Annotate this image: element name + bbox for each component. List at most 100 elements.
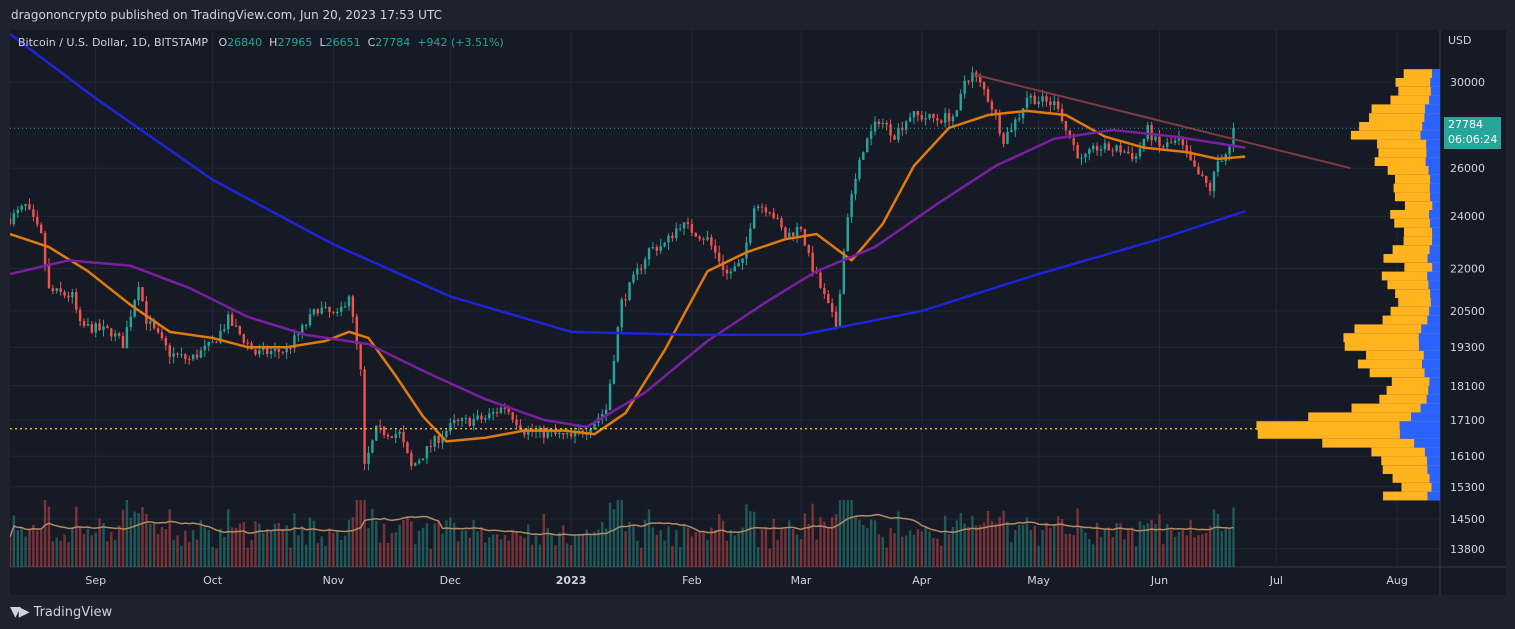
- volume-profile-level-value-area: [1421, 324, 1440, 334]
- candle-body: [624, 299, 627, 301]
- candle-body: [912, 111, 916, 118]
- candle-body: [1017, 117, 1021, 120]
- volume-bar: [1197, 534, 1200, 567]
- time-axis-tick-label: Jun: [1150, 574, 1168, 587]
- volume-profile-level-value-area: [1429, 245, 1440, 254]
- candle-body: [398, 431, 401, 434]
- volume-bar: [749, 511, 752, 567]
- candle-body: [749, 228, 752, 243]
- volume-bar: [799, 539, 803, 567]
- volume-profile-level: [1378, 148, 1440, 158]
- chart-pane[interactable]: USD 30000 26000 24000 22000 20500 19300 18100 17…: [10, 30, 1506, 595]
- volume-bar: [725, 540, 729, 567]
- candle-body: [873, 121, 877, 132]
- candle-body: [1103, 143, 1107, 150]
- volume-profile-level: [1359, 122, 1440, 131]
- candle-body: [441, 436, 444, 443]
- candle-body: [612, 360, 616, 384]
- candle-body: [1037, 101, 1040, 105]
- volume-bar: [1150, 519, 1153, 567]
- candle-body: [390, 436, 394, 438]
- candle-body: [1064, 121, 1068, 131]
- candle-body: [51, 288, 55, 292]
- candle-body: [188, 359, 191, 361]
- candle-body: [655, 247, 659, 251]
- candle-body: [1014, 119, 1017, 131]
- volume-bar: [468, 537, 471, 567]
- volume-profile-level: [1354, 324, 1440, 334]
- volume-profile-level: [1403, 69, 1440, 78]
- volume-profile-level: [1382, 465, 1440, 474]
- volume-bar: [1115, 523, 1118, 567]
- volume-bar: [242, 521, 245, 567]
- price-axis-tick-label: 26000: [1450, 162, 1485, 175]
- tradingview-logo[interactable]: ▼▶ TradingView: [10, 604, 112, 620]
- volume-profile-level-value-area: [1425, 157, 1440, 166]
- legend-open-label: O: [218, 36, 228, 49]
- volume-bar: [515, 530, 518, 567]
- volume-bar: [71, 527, 74, 567]
- volume-bar: [1166, 524, 1169, 567]
- volume-bar: [230, 527, 234, 567]
- volume-bar: [772, 519, 775, 567]
- volume-bar: [1177, 531, 1181, 567]
- volume-bar: [527, 524, 530, 567]
- trendline: [972, 73, 1351, 170]
- candle-body: [1115, 145, 1118, 151]
- volume-bar: [967, 526, 970, 567]
- candle-body: [402, 431, 405, 443]
- candle-body: [772, 212, 775, 219]
- candle-body: [702, 238, 705, 240]
- volume-bar: [784, 528, 787, 567]
- candle-body: [320, 307, 323, 314]
- volume-profile-level: [1357, 359, 1440, 369]
- candle-body: [737, 262, 740, 267]
- volume-profile-level-value-area: [1430, 78, 1440, 87]
- time-axis-tick-label: Feb: [682, 574, 701, 587]
- volume-bar: [854, 517, 857, 567]
- candle-body: [1173, 140, 1177, 143]
- candle-body: [160, 332, 164, 339]
- volume-bar: [336, 531, 339, 567]
- candle-body: [308, 314, 312, 326]
- volume-bar: [1228, 529, 1231, 567]
- volume-bar: [312, 520, 316, 567]
- price-axis-tick-label: 30000: [1450, 76, 1485, 89]
- candle-body: [1127, 151, 1130, 154]
- candle-body: [1006, 131, 1009, 144]
- volume-bar: [1103, 528, 1107, 567]
- candle-body: [784, 227, 787, 238]
- volume-profile-level-value-area: [1419, 342, 1440, 351]
- volume-bar: [573, 535, 577, 567]
- candle-body: [908, 117, 912, 122]
- candle-body: [990, 101, 994, 110]
- volume-bar: [811, 503, 814, 567]
- candle-body: [293, 335, 296, 349]
- volume-bar: [195, 539, 199, 567]
- candle-body: [651, 247, 655, 249]
- volume-bar: [846, 500, 849, 567]
- candle-body: [1150, 124, 1153, 141]
- volume-bar: [398, 524, 401, 567]
- volume-bar: [417, 530, 421, 567]
- candle-body: [788, 232, 791, 238]
- volume-bar: [947, 534, 951, 567]
- volume-profile-level: [1387, 280, 1440, 290]
- volume-bar: [1080, 526, 1083, 567]
- candle-body: [1212, 171, 1216, 192]
- last-price-value: 27784: [1448, 118, 1483, 131]
- volume-profile-level: [1369, 368, 1440, 378]
- volume-bar: [1056, 516, 1060, 567]
- candle-body: [729, 271, 733, 274]
- candle-body: [382, 426, 386, 436]
- volume-bar: [881, 536, 885, 567]
- volume-profile-level-value-area: [1430, 298, 1440, 307]
- volume-bar: [24, 536, 27, 567]
- price-chart[interactable]: USD 30000 26000 24000 22000 20500 19300 18100 17…: [10, 30, 1506, 595]
- volume-profile-level: [1343, 333, 1440, 342]
- volume-profile-level-value-area: [1427, 254, 1440, 263]
- volume-bar: [125, 500, 129, 567]
- candle-body: [636, 268, 639, 275]
- volume-bar: [215, 548, 218, 567]
- candle-body: [643, 259, 647, 269]
